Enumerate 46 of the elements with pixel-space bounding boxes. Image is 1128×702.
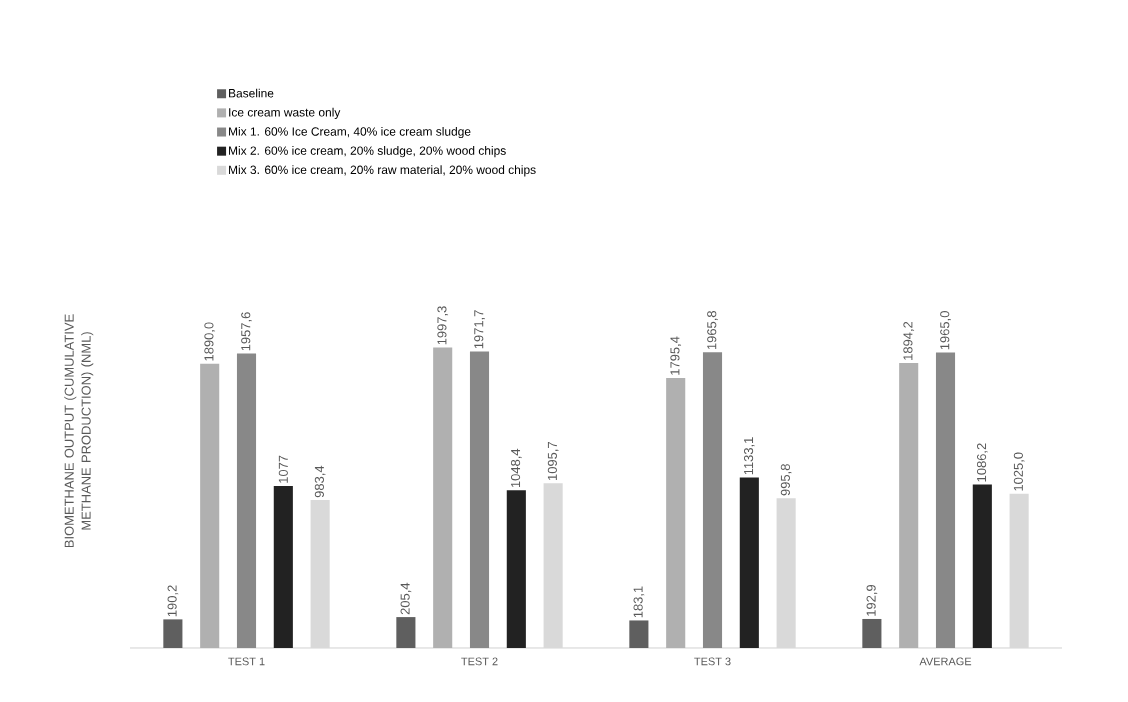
data-label: 1971,7: [474, 310, 485, 349]
bar: [200, 363, 220, 648]
data-label: 1997,3: [437, 306, 449, 345]
data-label: 1077: [278, 455, 288, 483]
legend-label: Mix 1. 60% Ice Cream, 40% ice cream sludge: [229, 126, 471, 139]
data-label: 1894,2: [903, 321, 915, 360]
data-label: 1095,7: [547, 442, 559, 480]
data-label: 1795,4: [670, 336, 682, 375]
bar: [935, 352, 956, 648]
data-label: 1025,0: [1013, 452, 1025, 491]
bar: [972, 484, 992, 648]
data-label: 1048,4: [510, 448, 522, 488]
bar: [433, 347, 453, 648]
data-label: 1965,8: [707, 311, 718, 350]
bar: [163, 619, 183, 648]
data-label: 983,4: [314, 465, 326, 498]
legend-label: Baseline: [229, 88, 274, 98]
x-tick-label: TEST 3: [694, 657, 731, 666]
bar: [739, 477, 759, 648]
legend-label: Mix 3. 60% ice cream, 20% raw material, 20% wood chips: [229, 165, 536, 177]
y-axis-title: BIOMETHANE OUTPUT (CUMULATIVE METHANE PRODUCTION) (NML): [64, 314, 94, 548]
data-label: 1133,1: [743, 437, 755, 475]
bar: [899, 363, 919, 648]
data-label: 1957,6: [241, 312, 252, 351]
bar: [506, 490, 526, 648]
bar: [273, 485, 293, 648]
bar: [469, 351, 490, 648]
bar: [396, 617, 416, 648]
data-label: 995,8: [780, 464, 792, 496]
bar: [236, 353, 257, 648]
data-label: 1965,0: [940, 311, 951, 350]
legend-label: Ice cream waste only: [229, 107, 341, 119]
data-label: 190,2: [167, 585, 179, 617]
bar: [629, 620, 649, 648]
bar: [666, 377, 686, 648]
data-label: 1890,0: [204, 322, 216, 361]
bar: [702, 352, 723, 648]
bar: [862, 618, 882, 648]
data-label: 192,9: [866, 584, 878, 616]
data-label: 1086,2: [976, 443, 988, 482]
data-label: 183,1: [633, 586, 645, 618]
legend-label: Mix 2. 60% ice cream, 20% sludge, 20% wood chips: [229, 146, 506, 158]
x-tick-label: TEST 2: [461, 657, 498, 666]
data-label: 205,4: [400, 582, 412, 615]
x-tick-label: TEST 1: [228, 657, 265, 666]
x-tick-label: AVERAGE: [919, 657, 972, 666]
